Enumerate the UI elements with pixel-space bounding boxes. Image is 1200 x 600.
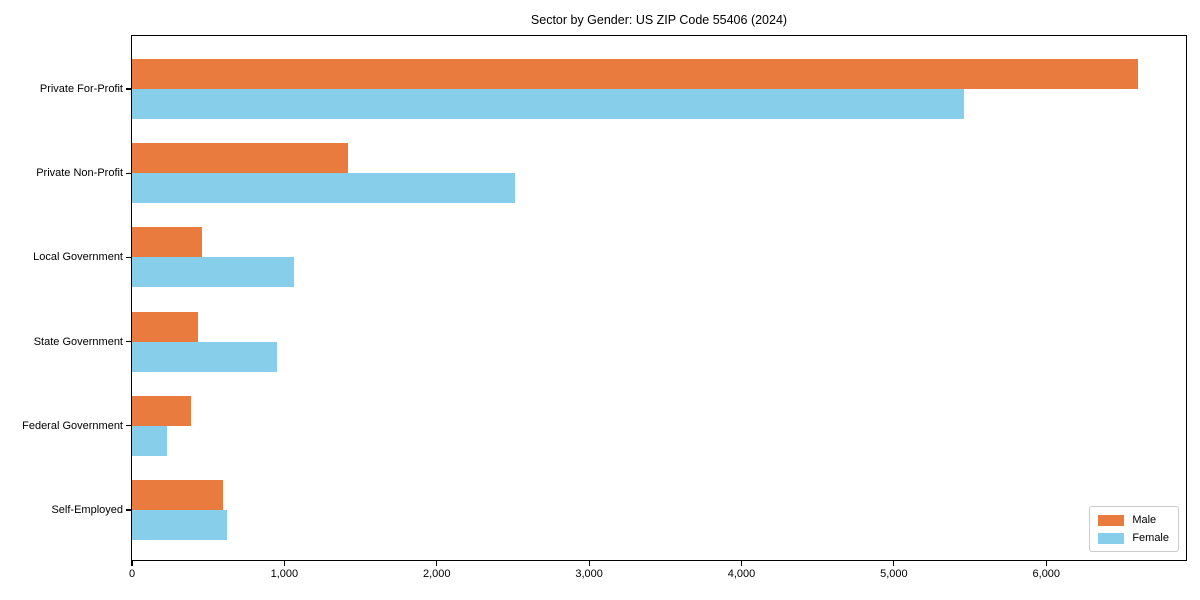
x-axis-tick-label: 2,000	[422, 568, 451, 580]
x-axis-tick-label: 3,000	[575, 568, 603, 580]
male-series-swatch	[1098, 514, 1125, 526]
y-axis-label: State Government	[33, 335, 123, 348]
x-axis-tick-label: 1,000	[270, 568, 299, 580]
y-axis-tick	[125, 172, 131, 174]
y-axis-tick	[125, 425, 131, 427]
legend: Male Female	[1089, 506, 1179, 552]
y-axis-tick	[125, 256, 131, 258]
x-axis-tick-label: 4,000	[727, 568, 756, 580]
female-bar-federal-government	[132, 425, 167, 456]
x-axis-tick	[131, 561, 133, 567]
x-axis-tick	[283, 561, 285, 567]
y-axis-label: Local Government	[33, 251, 123, 264]
y-axis-tick	[125, 509, 131, 511]
y-axis-label: Private Non-Profit	[36, 167, 123, 180]
male-series-label: Male	[1132, 514, 1157, 526]
plot-area: Male Female Private For-Profit Private No…	[22, 35, 1187, 580]
x-axis-tick	[588, 561, 590, 567]
y-axis-label: Self-Employed	[51, 504, 123, 516]
female-bar-private-non-profit	[132, 173, 515, 204]
x-axis-tick-label: 0	[128, 568, 136, 580]
legend-item-female: Female	[1098, 532, 1169, 544]
x-axis-tick	[1045, 561, 1047, 567]
female-bar-state-government	[132, 341, 277, 372]
male-bar-private-non-profit	[132, 143, 349, 174]
x-axis-tick	[893, 561, 895, 567]
male-bar-private-for-profit	[132, 59, 1138, 89]
y-axis-tick	[125, 341, 131, 343]
female-bar-local-government	[132, 257, 294, 288]
legend-item-male: Male	[1098, 514, 1169, 526]
female-bar-self-employed	[132, 510, 227, 540]
male-bar-federal-government	[132, 395, 191, 426]
male-bar-local-government	[132, 227, 203, 258]
x-axis-tick	[740, 561, 743, 567]
x-axis-tick-label: 6,000	[1032, 568, 1061, 580]
male-bar-self-employed	[132, 480, 224, 510]
x-axis-tick-label: 5,000	[880, 568, 908, 580]
female-series-swatch	[1098, 532, 1125, 544]
x-axis-tick	[436, 561, 438, 567]
female-bar-private-for-profit	[132, 89, 964, 119]
y-axis-label: Private For-Profit	[39, 83, 123, 95]
male-bar-state-government	[132, 311, 198, 342]
y-axis-label: Federal Government	[22, 419, 123, 432]
chart-title: Sector by Gender: US ZIP Code 55406 (202…	[530, 13, 788, 27]
female-series-label: Female	[1132, 532, 1169, 544]
y-axis-tick	[125, 88, 131, 90]
